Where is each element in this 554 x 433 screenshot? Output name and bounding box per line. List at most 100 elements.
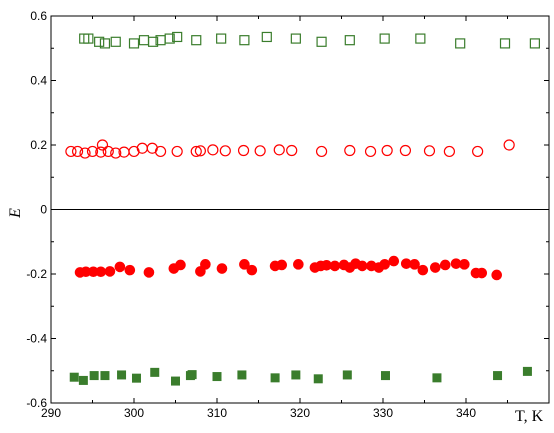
data-point-series-1: [239, 35, 250, 46]
data-point-series-2: [207, 144, 219, 156]
data-point-series-4: [313, 374, 323, 384]
data-point-series-1: [99, 38, 111, 49]
data-point-series-2: [110, 147, 122, 159]
data-point-series-2: [443, 145, 455, 158]
data-point-series-3: [195, 266, 206, 277]
data-point-series-2: [254, 145, 266, 157]
data-point-series-1: [128, 38, 140, 49]
data-point-series-1: [216, 33, 227, 44]
data-point-series-4: [187, 370, 197, 380]
data-point-series-4: [493, 371, 503, 381]
data-point-series-4: [89, 371, 99, 381]
data-point-series-3: [200, 259, 211, 270]
data-point-series-1: [344, 35, 355, 46]
data-point-series-2: [71, 145, 84, 158]
data-point-series-3: [246, 264, 258, 276]
data-point-series-3: [95, 266, 107, 278]
data-point-series-1: [455, 38, 466, 49]
data-point-series-3: [143, 267, 155, 278]
data-point-series-2: [171, 145, 183, 158]
data-point-series-2: [423, 145, 436, 157]
data-point-series-2: [219, 145, 231, 157]
data-point-series-3: [175, 259, 186, 271]
data-point-series-4: [131, 373, 141, 383]
data-point-series-2: [194, 145, 206, 157]
data-point-series-4: [150, 367, 160, 377]
data-point-series-2: [154, 145, 167, 158]
data-point-series-3: [356, 260, 368, 272]
data-point-series-2: [344, 144, 356, 157]
data-point-series-3: [491, 269, 503, 281]
data-point-series-2: [190, 145, 202, 158]
data-point-series-1: [83, 33, 94, 44]
data-point-series-3: [417, 264, 429, 276]
y-tick-label: 0.2: [30, 138, 47, 152]
data-marks: [65, 31, 540, 386]
data-point-series-4: [291, 370, 301, 380]
data-point-series-4: [171, 376, 180, 386]
data-point-series-3: [439, 259, 451, 271]
data-point-series-2: [381, 144, 393, 157]
data-point-series-1: [110, 36, 121, 47]
data-point-series-4: [117, 370, 127, 380]
x-tick-label: 300: [124, 406, 144, 420]
data-point-series-1: [261, 31, 272, 43]
data-point-series-3: [409, 259, 420, 270]
data-point-series-1: [191, 35, 202, 46]
data-point-series-2: [273, 144, 285, 156]
data-point-series-3: [124, 264, 136, 276]
data-point-series-2: [237, 144, 250, 157]
y-tick-label: 0.4: [30, 74, 47, 88]
y-tick-label: -0.2: [26, 267, 47, 281]
x-tick-label: 340: [456, 406, 476, 420]
tick-labels: 290 300 310 320 330 340 -0.6 -0.4 -0.2 0 0.2 0.4 0.6: [26, 9, 476, 420]
x-tick-label: 310: [207, 406, 227, 420]
y-tick-label: 0: [40, 203, 47, 217]
y-tick-label: -0.4: [26, 332, 47, 346]
data-point-series-1: [499, 38, 511, 49]
data-point-series-2: [136, 142, 148, 154]
data-point-series-1: [147, 36, 159, 47]
data-point-series-4: [522, 366, 532, 376]
x-tick-label: 330: [373, 406, 393, 420]
data-point-series-1: [529, 38, 540, 49]
data-point-series-4: [212, 372, 222, 382]
data-point-series-2: [79, 147, 91, 159]
data-point-series-4: [380, 371, 390, 381]
data-point-series-3: [329, 260, 341, 272]
data-point-series-1: [138, 35, 150, 46]
data-point-series-2: [503, 139, 515, 151]
data-point-series-1: [290, 33, 301, 44]
data-point-series-4: [270, 373, 280, 383]
data-point-series-4: [432, 373, 442, 383]
data-point-series-4: [100, 371, 110, 381]
data-point-series-4: [78, 375, 88, 385]
data-point-series-2: [95, 146, 107, 158]
data-point-series-4: [237, 370, 247, 380]
data-point-series-3: [476, 267, 488, 279]
data-point-series-3: [114, 261, 126, 273]
data-point-series-4: [69, 372, 79, 382]
data-point-series-1: [164, 33, 175, 44]
data-point-series-2: [286, 144, 298, 157]
data-point-series-2: [86, 145, 99, 158]
x-tick-label: 320: [290, 406, 310, 420]
data-point-series-3: [388, 255, 400, 267]
x-tick-label: 290: [41, 406, 61, 420]
data-point-series-3: [293, 259, 304, 270]
data-point-series-2: [96, 139, 109, 151]
data-point-series-3: [379, 259, 390, 270]
data-point-series-4: [342, 370, 352, 380]
data-point-series-3: [276, 259, 288, 271]
y-tick-label: 0.6: [30, 9, 47, 23]
data-point-series-2: [472, 145, 484, 158]
data-point-series-2: [315, 145, 328, 158]
data-point-series-1: [379, 33, 390, 44]
data-point-series-1: [316, 36, 327, 47]
data-point-series-3: [459, 259, 470, 270]
data-point-series-1: [94, 36, 105, 47]
data-point-series-3: [216, 263, 228, 274]
x-axis-title: T, K: [515, 408, 544, 425]
